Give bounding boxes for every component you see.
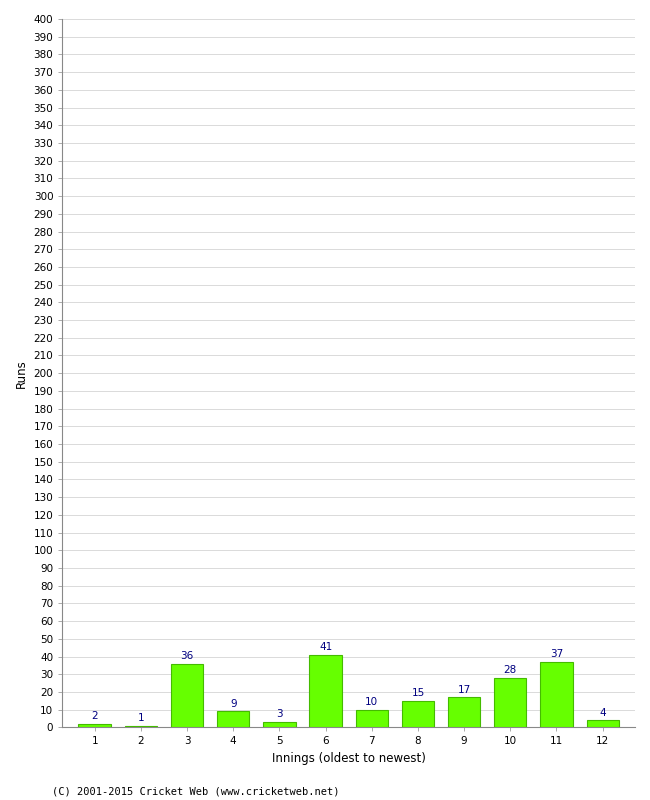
Text: 3: 3: [276, 710, 283, 719]
Text: 41: 41: [319, 642, 332, 652]
Text: 37: 37: [550, 650, 563, 659]
Bar: [171, 664, 203, 727]
Bar: [79, 724, 111, 727]
Text: 4: 4: [599, 708, 606, 718]
Bar: [494, 678, 526, 727]
X-axis label: Innings (oldest to newest): Innings (oldest to newest): [272, 752, 426, 765]
Text: 1: 1: [138, 713, 144, 723]
Text: 28: 28: [504, 665, 517, 675]
Text: 17: 17: [458, 685, 471, 694]
Bar: [309, 655, 342, 727]
Text: 9: 9: [230, 699, 237, 709]
Bar: [448, 698, 480, 727]
Bar: [540, 662, 573, 727]
Text: 15: 15: [411, 688, 424, 698]
Y-axis label: Runs: Runs: [15, 359, 28, 387]
Text: 2: 2: [92, 711, 98, 722]
Bar: [586, 720, 619, 727]
Text: 10: 10: [365, 697, 378, 707]
Bar: [356, 710, 388, 727]
Text: 36: 36: [181, 651, 194, 661]
Text: (C) 2001-2015 Cricket Web (www.cricketweb.net): (C) 2001-2015 Cricket Web (www.cricketwe…: [52, 786, 339, 796]
Bar: [125, 726, 157, 727]
Bar: [402, 701, 434, 727]
Bar: [217, 711, 250, 727]
Bar: [263, 722, 296, 727]
